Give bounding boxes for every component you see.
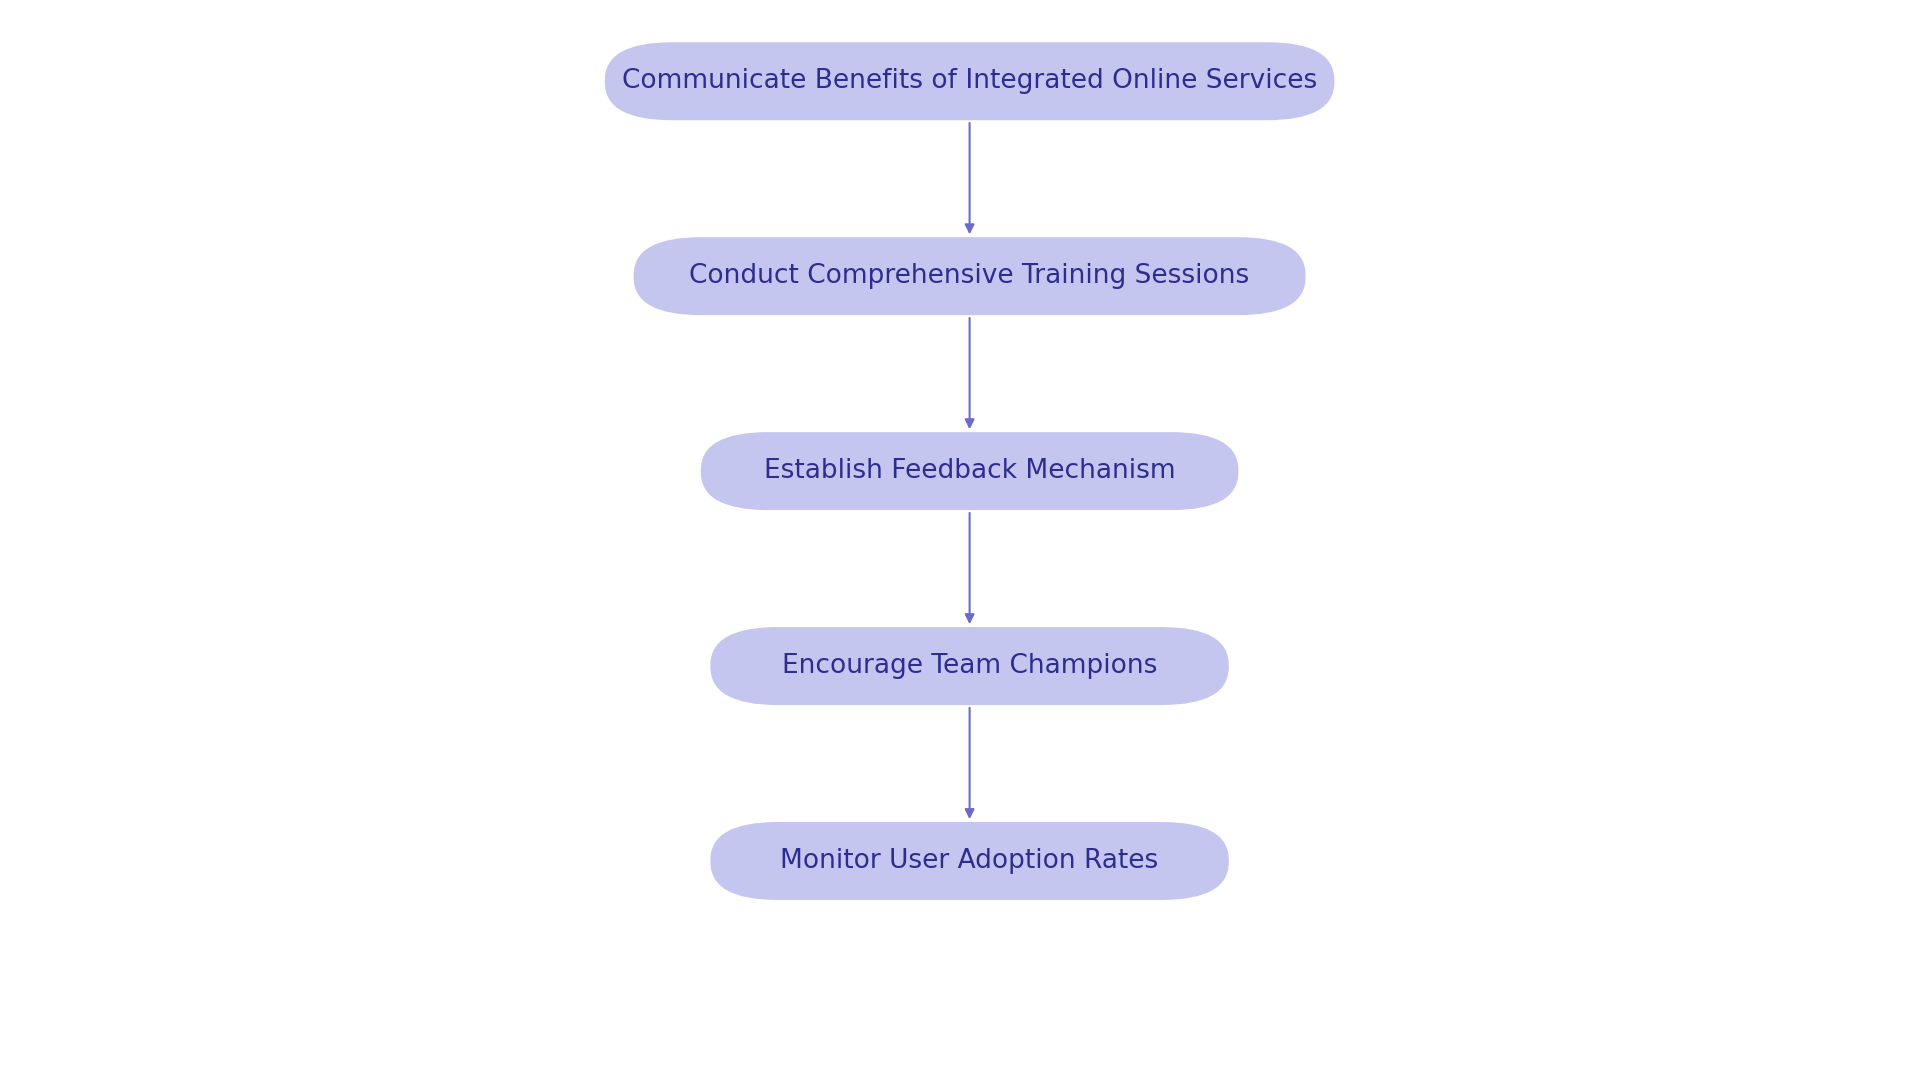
Text: Communicate Benefits of Integrated Online Services: Communicate Benefits of Integrated Onlin…	[622, 68, 1317, 94]
FancyBboxPatch shape	[710, 822, 1229, 900]
FancyBboxPatch shape	[605, 42, 1334, 120]
Text: Conduct Comprehensive Training Sessions: Conduct Comprehensive Training Sessions	[689, 263, 1250, 289]
Text: Encourage Team Champions: Encourage Team Champions	[781, 653, 1158, 679]
Text: Establish Feedback Mechanism: Establish Feedback Mechanism	[764, 458, 1175, 484]
FancyBboxPatch shape	[701, 432, 1238, 510]
FancyBboxPatch shape	[634, 237, 1306, 315]
FancyBboxPatch shape	[710, 627, 1229, 705]
Text: Monitor User Adoption Rates: Monitor User Adoption Rates	[780, 848, 1160, 874]
